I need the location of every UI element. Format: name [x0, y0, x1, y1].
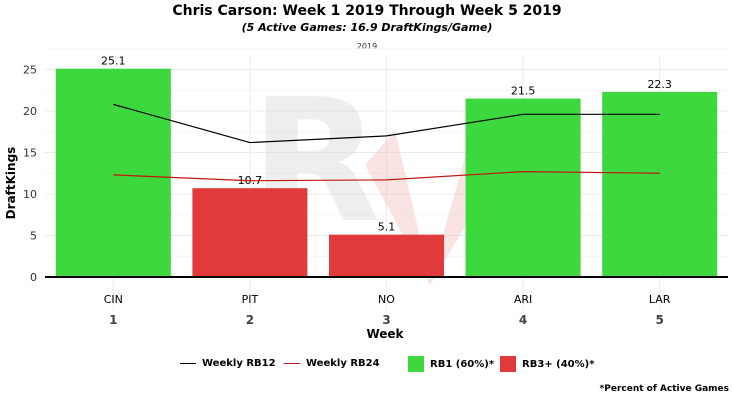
chart-title: Chris Carson: Week 1 2019 Through Week 5… — [172, 3, 562, 19]
y-tick-label: 0 — [30, 271, 37, 284]
x-tick-label: 3 — [382, 313, 390, 327]
x-opponent-label: PIT — [242, 293, 259, 306]
x-opponent-label: ARI — [514, 293, 532, 306]
legend-item-rb3: RB3+ (40%)* — [500, 356, 594, 372]
bar-label: 21.5 — [511, 85, 536, 98]
season-caption: 2019 — [356, 42, 378, 51]
bar — [192, 188, 308, 277]
legend-label-rb24: Weekly RB24 — [306, 358, 380, 369]
x-axis-title: Week — [366, 327, 404, 341]
bar — [55, 68, 171, 277]
legend: Weekly RB12 Weekly RB24 RB1 (60%)* RB3+ … — [0, 356, 734, 378]
x-tick-label: 1 — [109, 313, 117, 327]
y-tick-label: 15 — [23, 147, 37, 160]
y-tick-label: 5 — [30, 230, 37, 243]
legend-swatch-rb1 — [408, 356, 424, 372]
legend-item-rb24: Weekly RB24 — [284, 358, 380, 369]
rb24-line — [113, 170, 660, 182]
bar — [465, 98, 581, 277]
x-opponent-label: CIN — [104, 293, 123, 306]
legend-label-rb3: RB3+ (40%)* — [522, 358, 595, 370]
footnote: *Percent of Active Games — [599, 384, 729, 394]
chart-subtitle: (5 Active Games: 16.9 DraftKings/Game) — [241, 21, 493, 34]
bar — [602, 91, 718, 277]
bar-label: 22.3 — [647, 78, 672, 91]
y-tick-label: 10 — [23, 188, 37, 201]
legend-swatch-rb3 — [500, 356, 516, 372]
x-tick-label: 4 — [519, 313, 527, 327]
rb12-line — [113, 103, 660, 144]
legend-line-swatch-rb24 — [284, 363, 300, 364]
bar-label: 25.1 — [101, 55, 126, 68]
bar-chart: R25.110.75.121.522.30510152025CIN1PIT2NO… — [4, 54, 728, 341]
y-tick-label: 20 — [23, 105, 37, 118]
legend-item-rb12: Weekly RB12 — [180, 358, 276, 369]
x-opponent-label: NO — [378, 293, 395, 306]
legend-label-rb1: RB1 (60%)* — [430, 358, 495, 370]
legend-item-rb1: RB1 (60%)* — [408, 356, 494, 372]
bar — [329, 234, 444, 277]
y-tick-label: 25 — [23, 64, 37, 77]
y-axis-title: DraftKings — [4, 147, 18, 220]
bar-label: 5.1 — [378, 221, 396, 234]
x-tick-label: 2 — [246, 313, 254, 327]
legend-label-rb12: Weekly RB12 — [202, 358, 276, 369]
x-tick-label: 5 — [656, 313, 664, 327]
x-opponent-label: LAR — [649, 293, 671, 306]
legend-line-swatch-rb12 — [180, 363, 196, 364]
